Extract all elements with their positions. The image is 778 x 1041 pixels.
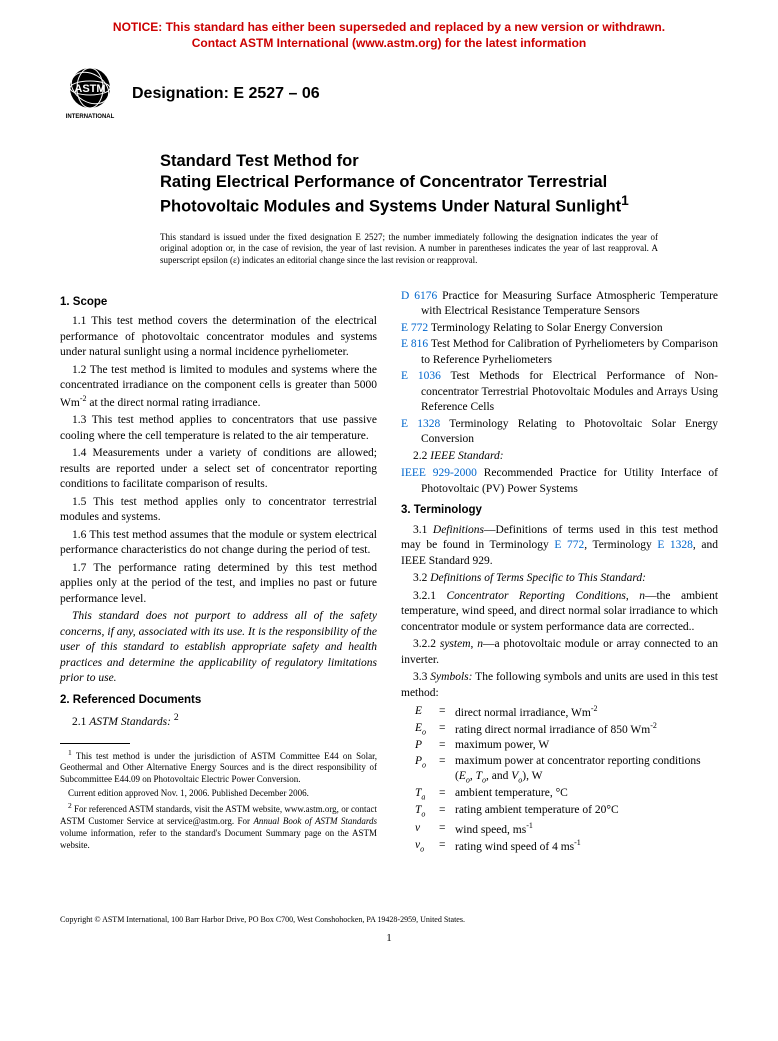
symbol-row: vo=rating wind speed of 4 ms-1 (415, 838, 718, 855)
ref-link[interactable]: E 1328 (657, 539, 693, 551)
safety-para-full: This standard does not purport to addres… (60, 609, 377, 687)
scope-para: 1.2 The test method is limited to module… (60, 363, 377, 411)
notice-banner: NOTICE: This standard has either been su… (60, 20, 718, 51)
scope-para: 1.6 This test method assumes that the mo… (60, 528, 377, 559)
symbol-row: Ta=ambient temperature, °C (415, 786, 718, 803)
symbols-table: E=direct normal irradiance, Wm-2 Eo=rati… (415, 704, 718, 856)
footnote: 2 For referenced ASTM standards, visit t… (60, 801, 377, 851)
ref-item: E 816 Test Method for Calibration of Pyr… (401, 337, 718, 368)
scope-para: 1.3 This test method applies to concentr… (60, 413, 377, 444)
ref-link[interactable]: E 772 (401, 322, 428, 334)
header-row: ASTM INTERNATIONAL Designation: E 2527 –… (60, 66, 718, 121)
notice-line1: NOTICE: This standard has either been su… (113, 20, 665, 34)
left-column: 1. Scope 1.1 This test method covers the… (60, 289, 377, 856)
symbol-row: To=rating ambient temperature of 20°C (415, 803, 718, 820)
scope-para: 1.5 This test method applies only to con… (60, 495, 377, 526)
ref-item: E 1328 Terminology Relating to Photovolt… (401, 417, 718, 448)
ref-item: D 6176 Practice for Measuring Surface At… (401, 289, 718, 320)
issue-note: This standard is issued under the fixed … (160, 232, 658, 267)
standard-title: Standard Test Method for Rating Electric… (160, 151, 698, 217)
ref-link[interactable]: E 1036 (401, 370, 441, 382)
ref-item: E 772 Terminology Relating to Solar Ener… (401, 321, 718, 337)
designation-text: Designation: E 2527 – 06 (132, 85, 320, 103)
ieee-ref: IEEE 929-2000 Recommended Practice for U… (401, 466, 718, 497)
symbol-row: Po=maximum power at concentrator reporti… (415, 754, 718, 787)
scope-para: 1.4 Measurements under a variety of cond… (60, 446, 377, 493)
scope-para: 1.1 This test method covers the determin… (60, 314, 377, 361)
symbol-row: Eo=rating direct normal irradiance of 85… (415, 721, 718, 738)
symbol-row: v=wind speed, ms-1 (415, 821, 718, 838)
footnote: 1 This test method is under the jurisdic… (60, 748, 377, 786)
ref-link[interactable]: D 6176 (401, 290, 437, 302)
right-column: D 6176 Practice for Measuring Surface At… (401, 289, 718, 856)
ieee-sub: 2.2 IEEE Standard: (401, 449, 718, 465)
footnote-divider (60, 743, 130, 744)
term-para: 3.1 Definitions—Definitions of terms use… (401, 523, 718, 570)
terminology-heading: 3. Terminology (401, 503, 718, 519)
copyright-text: Copyright © ASTM International, 100 Barr… (60, 915, 718, 924)
term-para: 3.2.1 Concentrator Reporting Conditions,… (401, 589, 718, 636)
term-para: 3.2.2 system, n—a photovoltaic module or… (401, 637, 718, 668)
scope-heading: 1. Scope (60, 295, 377, 311)
notice-line2: Contact ASTM International (www.astm.org… (192, 36, 586, 50)
document-page: NOTICE: This standard has either been su… (0, 0, 778, 974)
page-number: 1 (60, 932, 718, 944)
refdocs-sub: 2.1 ASTM Standards: 2 (60, 712, 377, 730)
scope-para: 1.7 The performance rating determined by… (60, 561, 377, 608)
title-sup: 1 (621, 193, 629, 208)
ref-link[interactable]: E 1328 (401, 418, 440, 430)
ref-link[interactable]: E 816 (401, 338, 428, 350)
two-column-body: 1. Scope 1.1 This test method covers the… (60, 289, 718, 856)
ref-link[interactable]: IEEE 929-2000 (401, 467, 477, 479)
title-line2: Rating Electrical Performance of Concent… (160, 173, 621, 216)
footnote: Current edition approved Nov. 1, 2006. P… (60, 788, 377, 800)
logo-top-text: ASTM (74, 83, 105, 95)
symbol-row: E=direct normal irradiance, Wm-2 (415, 704, 718, 721)
title-block: Standard Test Method for Rating Electric… (160, 151, 698, 217)
term-para: 3.2 Definitions of Terms Specific to Thi… (401, 571, 718, 587)
ref-link[interactable]: E 772 (554, 539, 584, 551)
ref-item: E 1036 Test Methods for Electrical Perfo… (401, 369, 718, 416)
logo-bottom-text: INTERNATIONAL (66, 114, 115, 120)
title-line1: Standard Test Method for (160, 152, 359, 170)
astm-logo: ASTM INTERNATIONAL (60, 66, 120, 121)
refdocs-heading: 2. Referenced Documents (60, 693, 377, 709)
symbol-row: P=maximum power, W (415, 738, 718, 754)
term-para: 3.3 Symbols: The following symbols and u… (401, 670, 718, 701)
